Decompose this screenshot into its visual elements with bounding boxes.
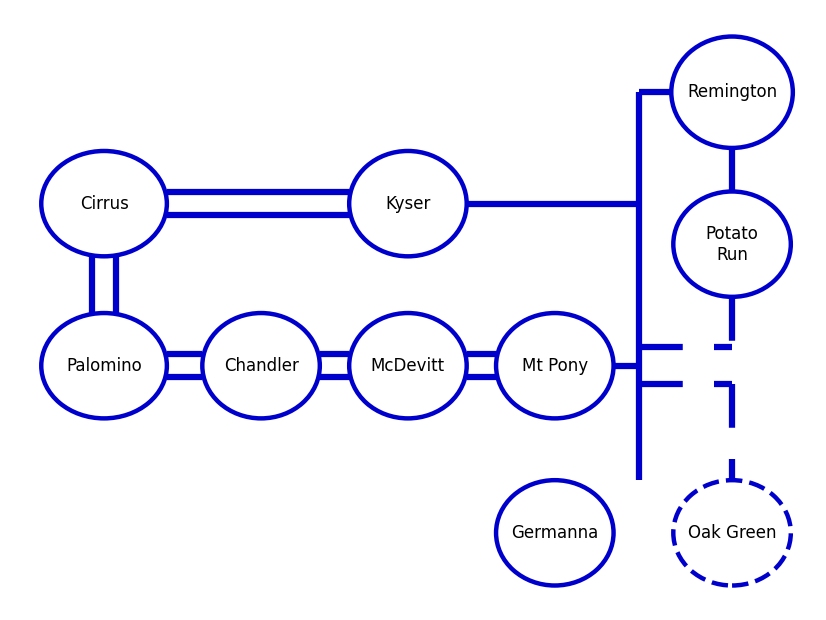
Text: Cirrus: Cirrus bbox=[79, 195, 129, 213]
Text: Chandler: Chandler bbox=[224, 356, 298, 374]
Ellipse shape bbox=[41, 313, 167, 419]
Ellipse shape bbox=[41, 151, 167, 256]
Text: Palomino: Palomino bbox=[66, 356, 142, 374]
Ellipse shape bbox=[672, 37, 793, 148]
Ellipse shape bbox=[202, 313, 320, 419]
Text: McDevitt: McDevitt bbox=[371, 356, 445, 374]
Ellipse shape bbox=[673, 192, 790, 297]
Ellipse shape bbox=[673, 480, 790, 585]
Text: Potato
Run: Potato Run bbox=[705, 225, 758, 264]
Ellipse shape bbox=[496, 480, 614, 585]
Text: Remington: Remington bbox=[687, 83, 777, 101]
Text: Oak Green: Oak Green bbox=[688, 524, 776, 542]
Text: Germanna: Germanna bbox=[511, 524, 598, 542]
Text: Kyser: Kyser bbox=[385, 195, 430, 213]
Ellipse shape bbox=[349, 151, 467, 256]
Ellipse shape bbox=[349, 313, 467, 419]
Ellipse shape bbox=[496, 313, 614, 419]
Text: Mt Pony: Mt Pony bbox=[522, 356, 588, 374]
